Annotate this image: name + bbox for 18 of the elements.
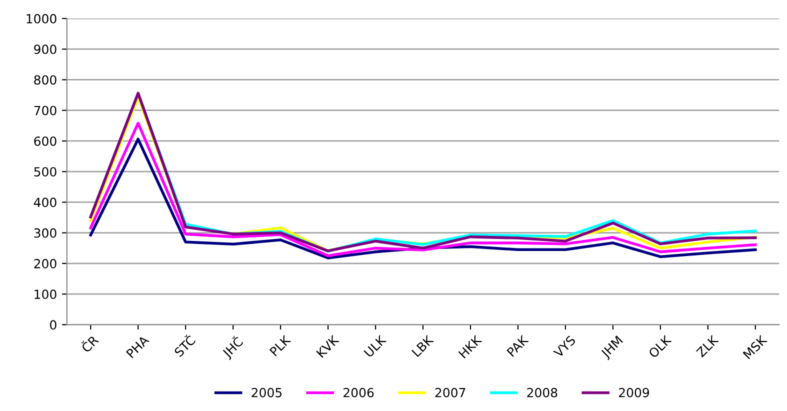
y-tick-label: 300 <box>34 228 56 238</box>
y-tick-label: 400 <box>34 198 56 208</box>
x-tick-label: ČR <box>79 333 100 354</box>
legend-label: 2009 <box>618 388 649 398</box>
y-tick-label: 500 <box>34 167 56 177</box>
y-tick-label: 200 <box>34 258 56 268</box>
legend-label: 2008 <box>527 388 558 398</box>
y-tick-label: 1000 <box>26 14 56 24</box>
x-tick-label: VYS <box>552 335 576 358</box>
y-tick-label: 100 <box>34 290 56 299</box>
y-tick-label: 900 <box>34 44 56 54</box>
legend-label: 2005 <box>252 388 282 398</box>
legend-label: 2006 <box>344 388 374 398</box>
y-tick-label: 0 <box>50 320 56 330</box>
y-tick-label: 700 <box>34 106 56 116</box>
y-tick-label: 600 <box>34 136 56 146</box>
legend-label: 2007 <box>435 388 466 398</box>
y-tick-label: 800 <box>34 75 56 85</box>
